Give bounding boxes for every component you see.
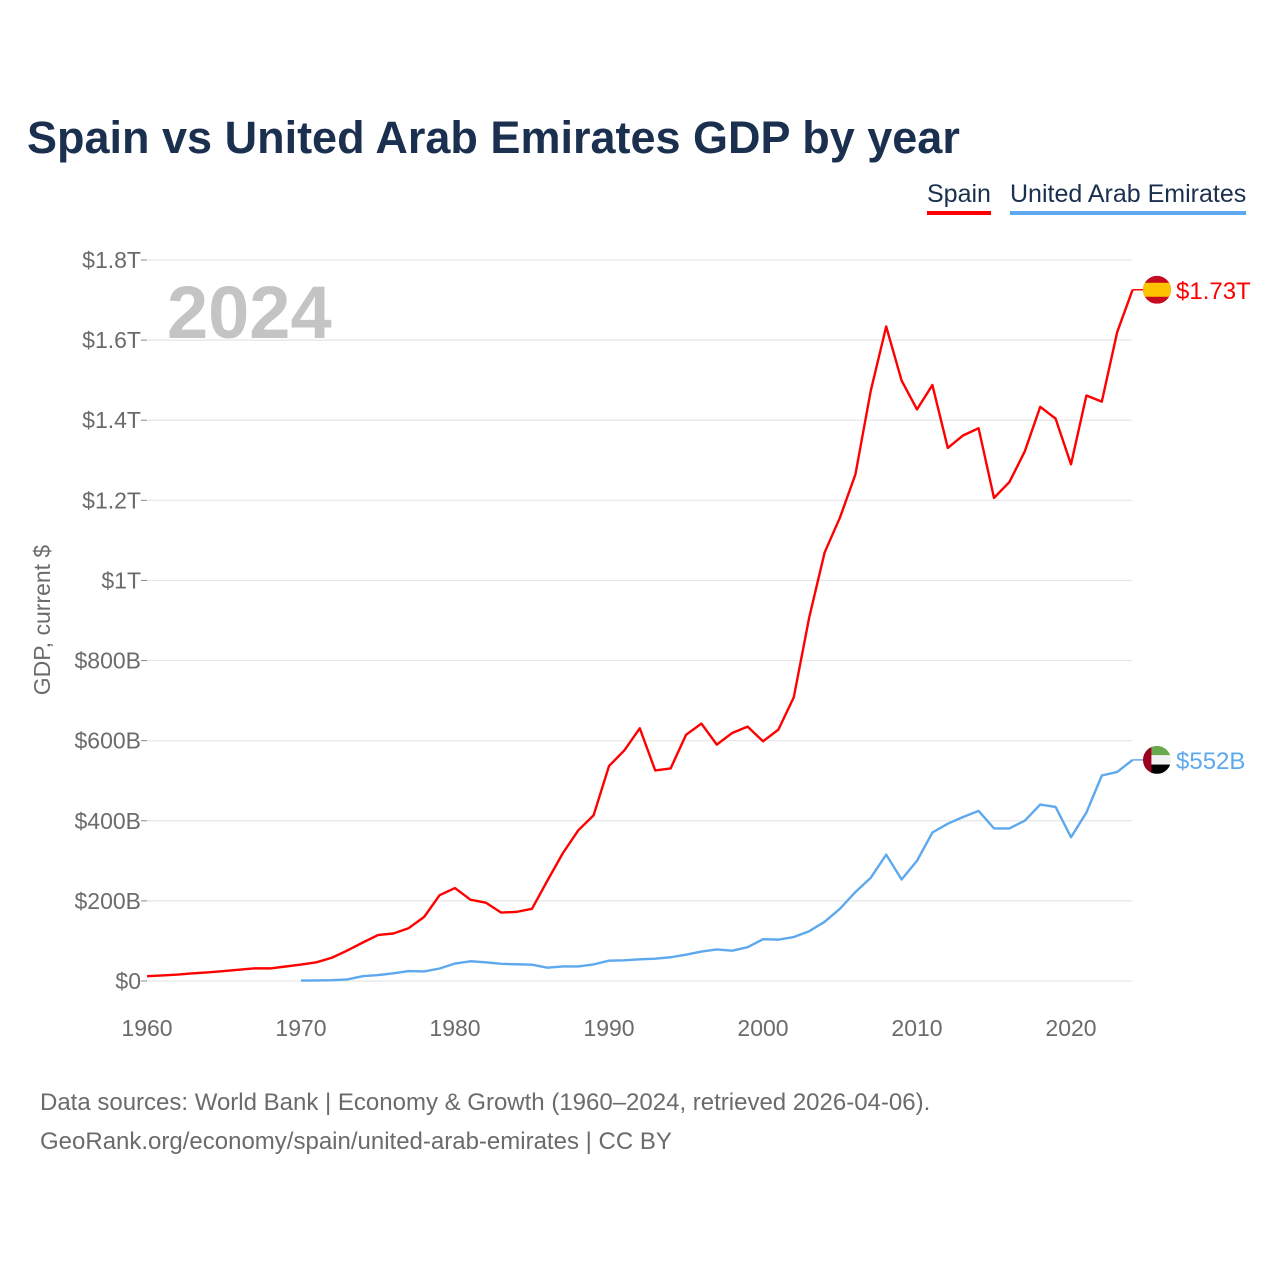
y-tick-label: $600B bbox=[74, 728, 141, 754]
y-tick-label: $400B bbox=[74, 808, 141, 834]
chart-title: Spain vs United Arab Emirates GDP by yea… bbox=[27, 112, 960, 163]
legend-item-uae[interactable]: United Arab Emirates bbox=[1010, 180, 1247, 215]
x-tick-label: 1990 bbox=[583, 1015, 634, 1041]
spain-flag-icon bbox=[1143, 275, 1171, 304]
x-tick-label: 2000 bbox=[737, 1015, 788, 1041]
x-tick-label: 1980 bbox=[429, 1015, 480, 1041]
series-line-uae bbox=[300, 758, 1134, 982]
y-tick-label: $200B bbox=[74, 888, 141, 914]
x-tick-label: 2020 bbox=[1045, 1015, 1096, 1041]
data-source-text: Data sources: World Bank | Economy & Gro… bbox=[40, 1089, 931, 1116]
y-tick-label: $1.2T bbox=[82, 487, 141, 513]
x-tick-label: 2010 bbox=[891, 1015, 942, 1041]
y-tick-label: $1.6T bbox=[82, 327, 141, 353]
x-tick-label: 1970 bbox=[275, 1015, 326, 1041]
legend-item-spain[interactable]: Spain bbox=[927, 180, 991, 215]
y-tick-label: $0 bbox=[115, 968, 141, 994]
y-tick-label: $1.4T bbox=[82, 407, 141, 433]
end-value-label: $552B bbox=[1176, 748, 1245, 775]
x-tick-label: 1960 bbox=[121, 1015, 172, 1041]
end-value-label: $1.73T bbox=[1176, 278, 1251, 305]
y-tick-label: $800B bbox=[74, 648, 141, 674]
y-axis-label: GDP, current $ bbox=[29, 545, 55, 696]
uae-flag-icon bbox=[1143, 745, 1171, 774]
series-line-spain bbox=[146, 289, 1134, 978]
y-tick-label: $1.8T bbox=[82, 247, 141, 273]
y-tick-label: $1T bbox=[101, 567, 141, 593]
year-watermark: 2024 bbox=[167, 271, 332, 354]
footer: Data sources: World Bank | Economy & Gro… bbox=[40, 1083, 930, 1161]
source-link[interactable]: GeoRank.org/economy/spain/united-arab-em… bbox=[40, 1128, 672, 1155]
